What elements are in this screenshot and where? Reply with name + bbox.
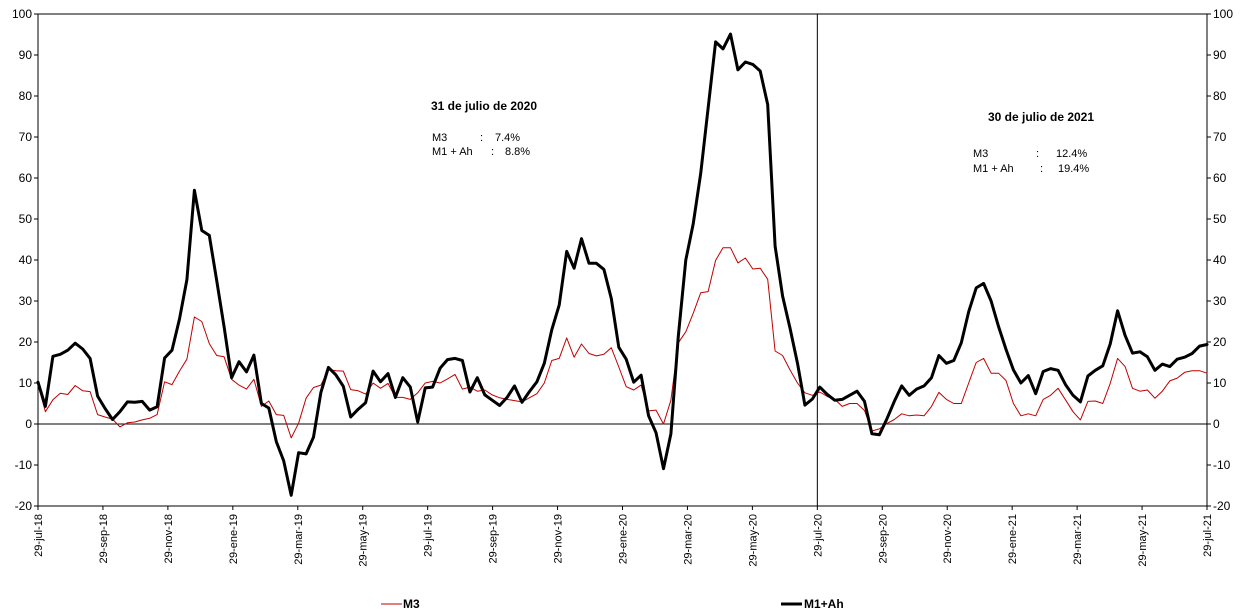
annotation-2020: 31 de julio de 2020 M3 : 7.4% M1 + Ah : …: [431, 99, 537, 158]
x-tick-label: 29-nov-20: [942, 514, 954, 564]
y-tick-label-right: 40: [1213, 253, 1227, 267]
x-tick-label: 29-nov-19: [553, 514, 565, 564]
y-tick-label-left: 60: [19, 171, 33, 185]
annotation-2020-title: 31 de julio de 2020: [431, 99, 537, 113]
legend-m3-label: M3: [403, 597, 420, 611]
x-tick-label: 29-ene-21: [1007, 514, 1019, 564]
x-tick-label: 29-may-20: [747, 514, 759, 567]
x-tick-label: 29-sep-20: [877, 514, 889, 564]
y-tick-label-left: 30: [19, 294, 33, 308]
y-tick-label-right: 20: [1213, 335, 1227, 349]
x-tick-label: 29-may-19: [358, 514, 370, 567]
legend: M3 M1+Ah: [381, 597, 844, 611]
y-tick-label-right: 10: [1213, 376, 1227, 390]
x-tick-label: 29-jul-18: [33, 514, 45, 557]
y-tick-label-left: 0: [25, 417, 32, 431]
x-tick-label: 29-may-21: [1137, 514, 1149, 567]
x-tick-label: 29-sep-19: [488, 514, 500, 564]
y-tick-label-left: 20: [19, 335, 33, 349]
y-tick-label-right: -10: [1213, 458, 1231, 472]
annotation-2021-m3-value: 12.4%: [1056, 148, 1087, 160]
y-tick-label-left: -20: [15, 499, 33, 513]
y-tick-label-right: 90: [1213, 48, 1227, 62]
x-tick-label: 29-jul-20: [812, 514, 824, 557]
series-line-m3: [37, 247, 1208, 439]
y-axis-right-ticks: -20 -10 0 10 20 30 40 50 60 70 80 90 100: [1207, 7, 1233, 513]
annotation-2021-m3-label: M3: [973, 148, 988, 160]
y-tick-label-right: -20: [1213, 499, 1231, 513]
y-tick-label-right: 100: [1213, 7, 1233, 21]
annotation-2020-m1-sep: :: [491, 146, 494, 158]
x-tick-label: 29-nov-18: [163, 514, 175, 564]
x-tick-label: 29-mar-19: [293, 514, 305, 565]
y-tick-label-right: 0: [1213, 417, 1220, 431]
annotation-2021: 30 de julio de 2021 M3 : 12.4% M1 + Ah :…: [973, 110, 1094, 175]
y-axis-left-ticks: -20 -10 0 10 20 30 40 50 60 70 80 90 100: [12, 7, 38, 513]
y-tick-label-left: 40: [19, 253, 33, 267]
annotation-2021-m1-label: M1 + Ah: [973, 163, 1014, 175]
annotation-2021-m1-sep: :: [1040, 163, 1043, 175]
annotation-2021-title: 30 de julio de 2021: [988, 110, 1094, 124]
annotation-2020-m3-label: M3: [432, 132, 447, 144]
x-tick-label: 29-mar-20: [682, 514, 694, 565]
y-tick-label-left: 90: [19, 48, 33, 62]
y-tick-label-left: -10: [15, 458, 33, 472]
x-tick-label: 29-jul-21: [1202, 514, 1214, 557]
x-tick-label: 29-jul-19: [423, 514, 435, 557]
x-axis-ticks: 29-jul-18 29-sep-18 29-nov-18 29-ene-19 29-m…: [33, 506, 1214, 567]
series-line-m1ah: [36, 32, 1209, 497]
y-tick-label-left: 10: [19, 376, 33, 390]
annotation-2020-m3-value: 7.4%: [495, 132, 520, 144]
y-tick-label-right: 50: [1213, 212, 1227, 226]
y-tick-label-right: 70: [1213, 130, 1227, 144]
annotation-2021-m1-value: 19.4%: [1058, 163, 1089, 175]
y-tick-label-left: 70: [19, 130, 33, 144]
annotation-2020-m1-value: 8.8%: [505, 146, 530, 158]
legend-m1ah-label: M1+Ah: [804, 597, 844, 611]
y-tick-label-left: 50: [19, 212, 33, 226]
x-tick-label: 29-ene-19: [228, 514, 240, 564]
annotation-2020-m1-label: M1 + Ah: [432, 146, 473, 158]
series-lines: [36, 32, 1209, 497]
x-tick-label: 29-mar-21: [1072, 514, 1084, 565]
annotation-2021-m3-sep: :: [1036, 148, 1039, 160]
y-tick-label-left: 80: [19, 89, 33, 103]
annotation-2020-m3-sep: :: [480, 132, 483, 144]
x-tick-label: 29-sep-18: [98, 514, 110, 564]
y-tick-label-left: 100: [12, 7, 32, 21]
y-tick-label-right: 30: [1213, 294, 1227, 308]
x-tick-label: 29-ene-20: [618, 514, 630, 564]
y-tick-label-right: 60: [1213, 171, 1227, 185]
y-tick-label-right: 80: [1213, 89, 1227, 103]
